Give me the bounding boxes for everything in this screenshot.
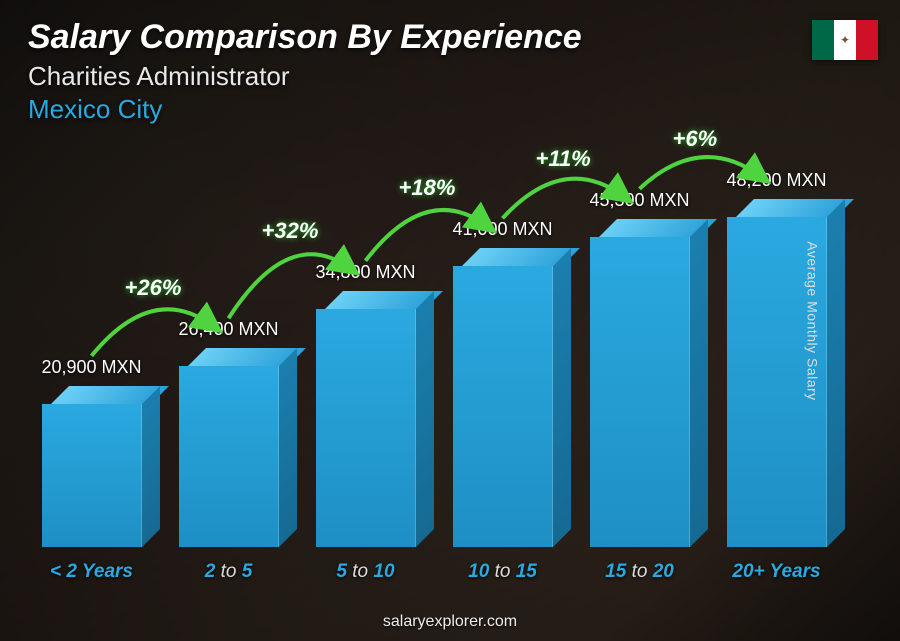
bar-x-label: 5 to 10	[336, 561, 394, 583]
header: Salary Comparison By Experience Charitie…	[28, 18, 582, 125]
country-flag: ✦	[812, 20, 878, 60]
bar-group: 20,900 MXN < 2 Years	[28, 357, 155, 583]
bar-value-label: 41,000 MXN	[452, 219, 552, 240]
bar-group: 34,800 MXN 5 to 10	[302, 262, 429, 583]
bar-value-label: 34,800 MXN	[315, 262, 415, 283]
chart-title: Salary Comparison By Experience	[28, 18, 582, 57]
chart-location: Mexico City	[28, 94, 582, 125]
bar-x-label: < 2 Years	[50, 561, 133, 583]
footer-attribution: salaryexplorer.com	[0, 613, 900, 631]
increase-percent-badge: +6%	[673, 126, 718, 152]
bar	[590, 219, 690, 547]
bar-value-label: 48,200 MXN	[726, 170, 826, 191]
bar-value-label: 20,900 MXN	[41, 357, 141, 378]
bar-x-label: 15 to 20	[605, 561, 674, 583]
bar	[453, 248, 553, 547]
chart-subtitle: Charities Administrator	[28, 61, 582, 92]
bar-x-label: 10 to 15	[468, 561, 537, 583]
bar-x-label: 2 to 5	[205, 561, 253, 583]
increase-percent-badge: +32%	[262, 218, 319, 244]
flag-emblem-icon: ✦	[840, 33, 850, 47]
bar-group: 48,200 MXN 20+ Years	[713, 170, 840, 583]
bar-value-label: 26,400 MXN	[178, 319, 278, 340]
bar-value-label: 45,300 MXN	[589, 190, 689, 211]
bar-group: 26,400 MXN 2 to 5	[165, 319, 292, 583]
bar	[316, 291, 416, 547]
flag-stripe-green	[812, 20, 834, 60]
increase-percent-badge: +18%	[399, 175, 456, 201]
flag-stripe-red	[856, 20, 878, 60]
bar-group: 45,300 MXN 15 to 20	[576, 190, 703, 583]
bar-group: 41,000 MXN 10 to 15	[439, 219, 566, 583]
bar	[42, 386, 142, 547]
increase-percent-badge: +11%	[536, 146, 591, 172]
increase-percent-badge: +26%	[125, 275, 182, 301]
bar-x-label: 20+ Years	[732, 561, 820, 583]
bar	[179, 348, 279, 547]
y-axis-label: Average Monthly Salary	[804, 241, 820, 400]
